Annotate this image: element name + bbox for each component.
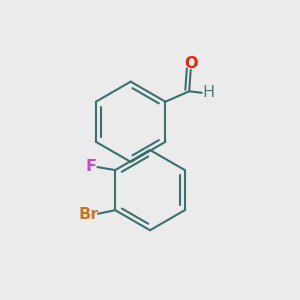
Text: Br: Br (78, 207, 99, 222)
Text: H: H (202, 85, 214, 100)
Text: O: O (184, 56, 197, 71)
Text: F: F (85, 159, 96, 174)
